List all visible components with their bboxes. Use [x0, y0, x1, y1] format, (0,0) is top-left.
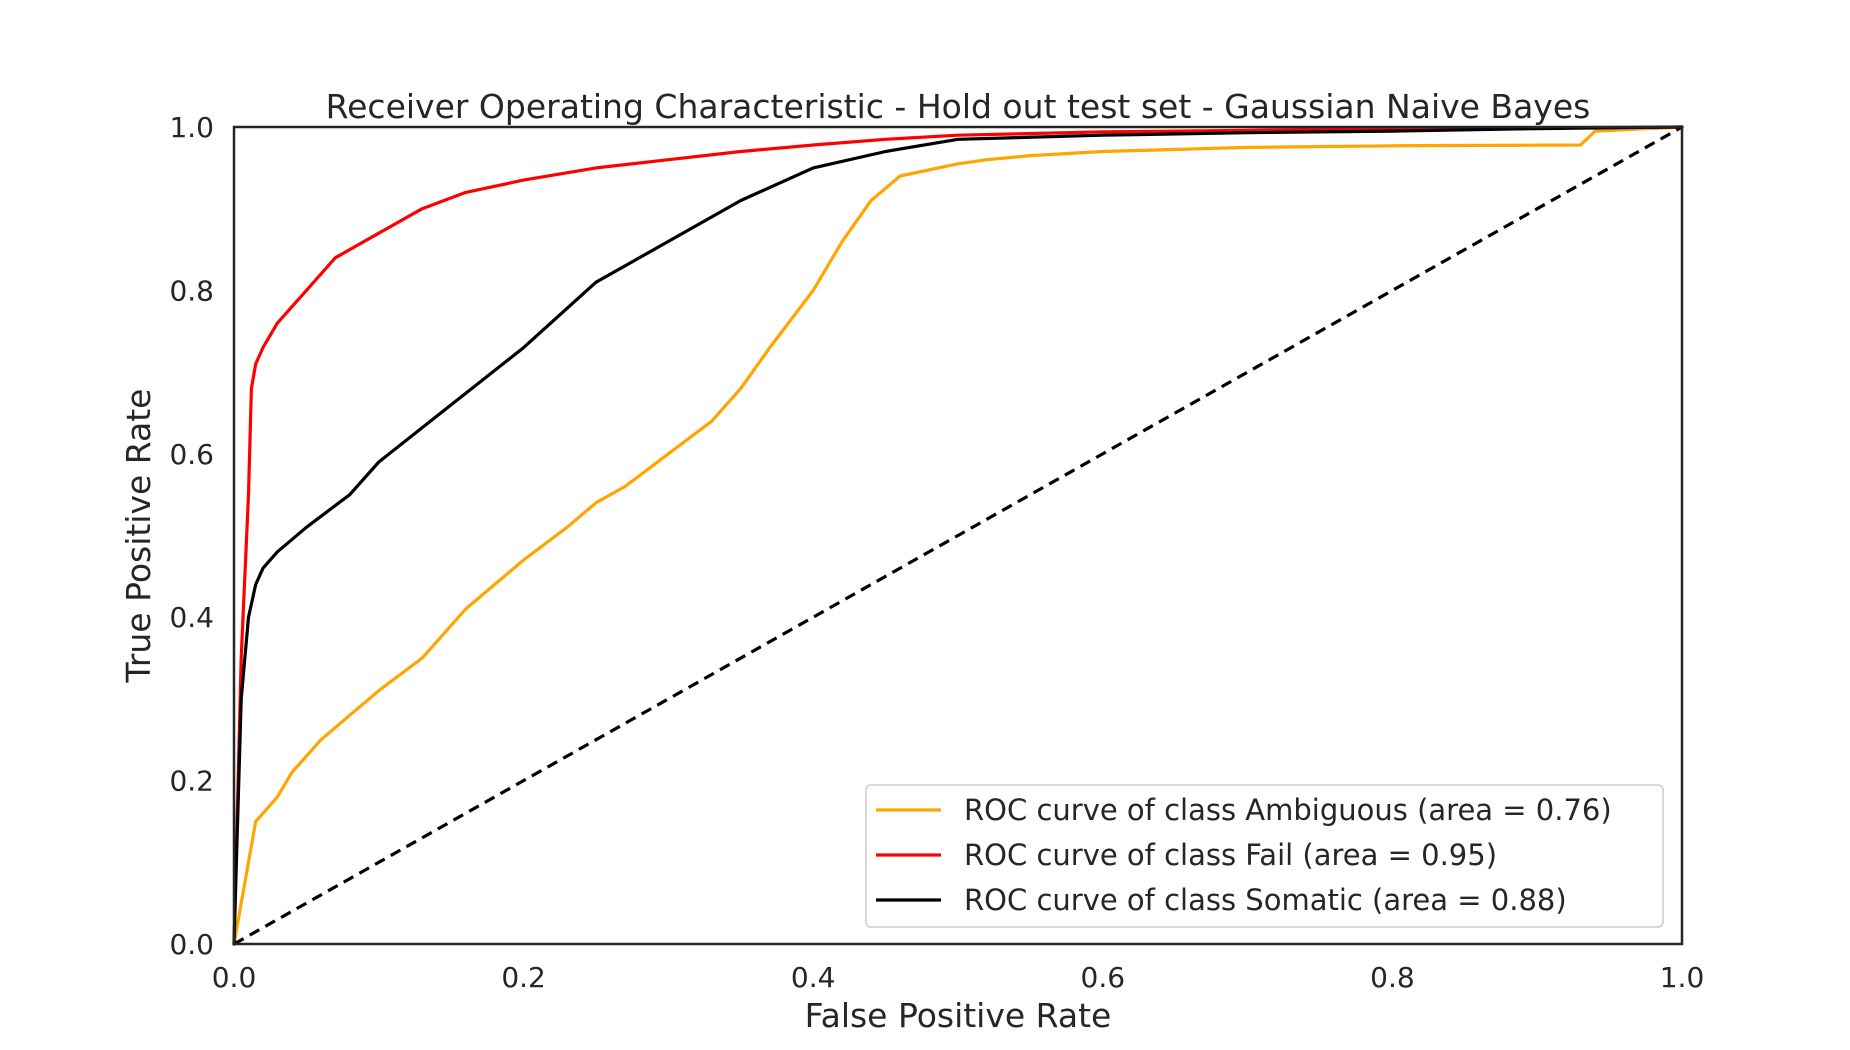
y-tick-label-3: 0.6	[169, 438, 214, 471]
y-tick-label-4: 0.8	[169, 274, 214, 307]
y-tick-label-2: 0.4	[169, 601, 214, 634]
x-tick-label-1: 0.2	[501, 961, 546, 994]
y-tick-label-0: 0.0	[169, 928, 214, 961]
y-axis-label: True Positive Rate	[119, 389, 158, 684]
legend-label-0: ROC curve of class Ambiguous (area = 0.7…	[964, 793, 1612, 827]
series-line-0	[232, 125, 1684, 946]
legend-label-2: ROC curve of class Somatic (area = 0.88)	[964, 883, 1567, 917]
x-tick-label-3: 0.6	[1081, 961, 1126, 994]
plot-area	[232, 125, 1684, 946]
x-tick-label-4: 0.8	[1370, 961, 1415, 994]
chance-reference-line	[233, 125, 1683, 946]
axis-ticks: 0.0 0.2 0.4 0.6 0.8 1.0 0.0 0.2 0.4 0.6 0.8 1.0	[169, 111, 1704, 994]
plot-frame	[232, 125, 1684, 946]
x-tick-label-5: 1.0	[1660, 961, 1705, 994]
legend-box	[865, 784, 1664, 928]
legend-label-1: ROC curve of class Fail (area = 0.95)	[964, 838, 1497, 872]
series-line-1	[232, 125, 1684, 946]
chart-title: Receiver Operating Characteristic - Hold…	[326, 87, 1591, 126]
y-tick-label-1: 0.2	[169, 765, 214, 798]
legend: ROC curve of class Ambiguous (area = 0.7…	[865, 784, 1664, 928]
x-tick-label-2: 0.4	[791, 961, 836, 994]
y-tick-label-5: 1.0	[169, 111, 214, 144]
x-tick-label-0: 0.0	[212, 961, 257, 994]
series-line-2	[232, 125, 1684, 946]
x-axis-label: False Positive Rate	[805, 996, 1112, 1035]
